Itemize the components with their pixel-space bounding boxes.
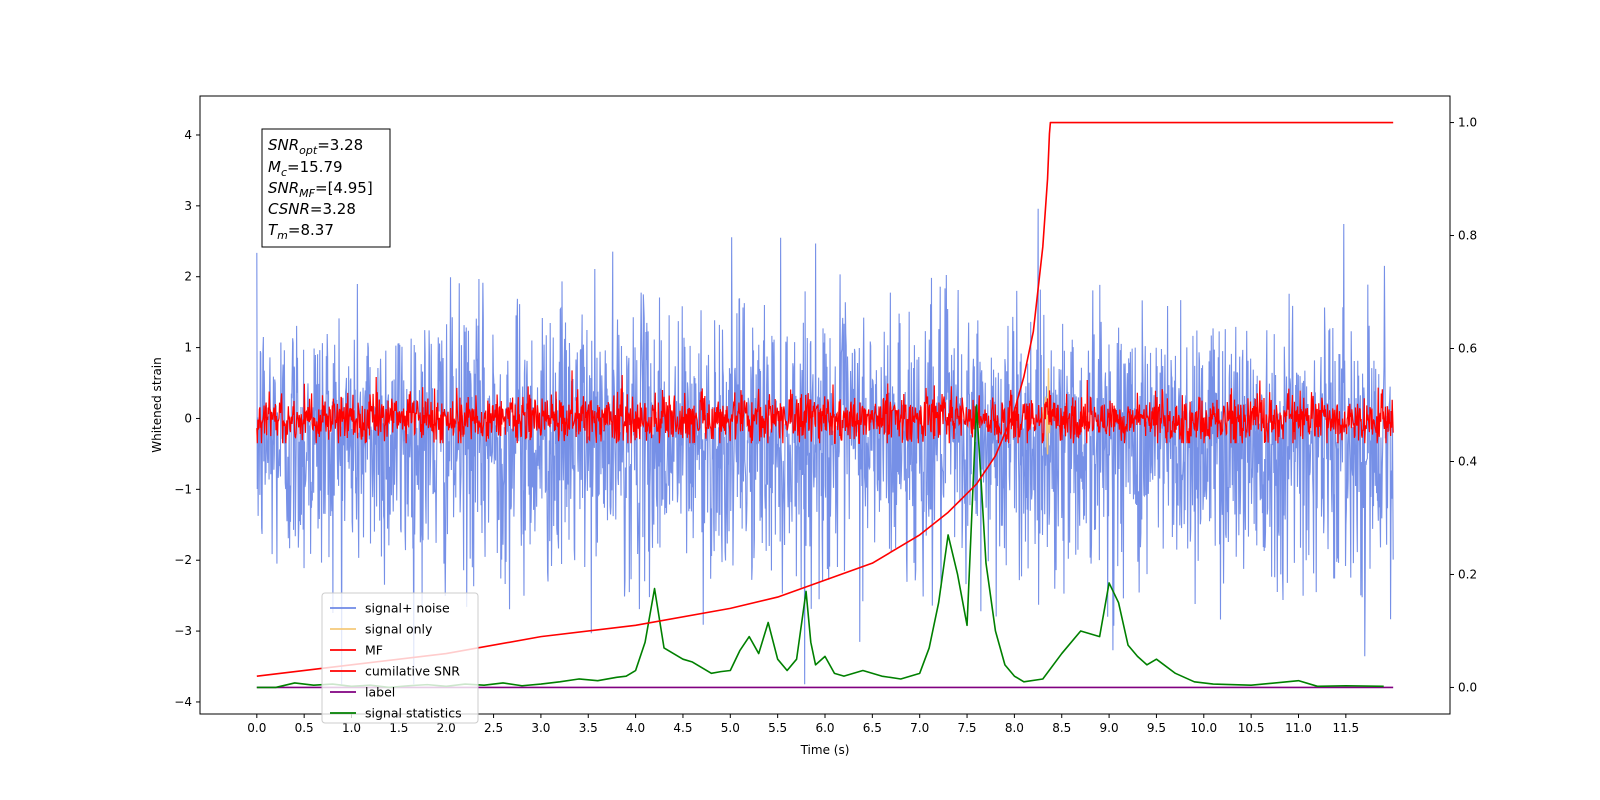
- legend-label-signal-only: signal only: [365, 622, 433, 637]
- x-tick-label: 11.0: [1285, 721, 1312, 735]
- y2-tick-label: 0.8: [1458, 229, 1477, 243]
- annotation-snr-opt: SNRopt=3.28: [268, 136, 363, 157]
- x-tick-label: 10.5: [1238, 721, 1265, 735]
- x-tick-label: 6.0: [815, 721, 834, 735]
- annotation-snr-mf-sub: MF: [299, 187, 315, 200]
- annotation-tm: Tm=8.37: [268, 221, 334, 242]
- x-tick-label: 8.5: [1052, 721, 1071, 735]
- x-tick-label: 1.5: [389, 721, 408, 735]
- y-tick-label: −2: [174, 553, 192, 567]
- y-tick-label: −1: [174, 482, 192, 496]
- y2-tick-label: 1.0: [1458, 116, 1477, 130]
- annotation-snr-opt-value: =3.28: [317, 136, 363, 154]
- annotation-tm-base: T: [268, 221, 279, 239]
- annotation-mc-base: M: [268, 158, 281, 176]
- y-tick-label: −3: [174, 624, 192, 638]
- legend-frame: [321, 592, 479, 724]
- legend-label-mf: MF: [365, 643, 383, 658]
- y-axis: −4 −3 −2 −1 0 1 2 3 4: [174, 128, 200, 709]
- y-tick-label: 3: [184, 199, 192, 213]
- x-tick-label: 3.5: [579, 721, 598, 735]
- x-tick-label: 7.5: [957, 721, 976, 735]
- x-tick-label: 0.5: [295, 721, 314, 735]
- annotation-frame: [261, 128, 391, 248]
- y-tick-label: −4: [174, 695, 192, 709]
- x-tick-label: 2.5: [484, 721, 503, 735]
- x-tick-label: 9.5: [1147, 721, 1166, 735]
- x-tick-label: 5.5: [768, 721, 787, 735]
- annotation-csnr: CSNR=3.28: [268, 200, 356, 218]
- x-tick-label: 10.0: [1190, 721, 1217, 735]
- y-axis-label: Whitened strain: [150, 357, 164, 453]
- annotation-snr-opt-base: SNR: [268, 136, 299, 154]
- y-tick-label: 4: [184, 128, 192, 142]
- legend: signal+ noise signal only MF cumilative SNR…: [321, 592, 479, 724]
- x-axis-label: Time (s): [800, 743, 850, 757]
- x-tick-label: 3.0: [531, 721, 550, 735]
- series-cumilative-snr-line: [256, 121, 1394, 677]
- x-tick-label: 2.0: [437, 721, 456, 735]
- y-tick-label: 2: [184, 270, 192, 284]
- y-tick-label: 0: [184, 411, 192, 425]
- annotation-snr-mf: SNRMF=[4.95]: [268, 179, 373, 200]
- x-tick-label: 4.0: [626, 721, 645, 735]
- series-signal-statistics-line: [256, 404, 1384, 689]
- x-tick-label: 9.0: [1100, 721, 1119, 735]
- x-tick-label: 7.0: [910, 721, 929, 735]
- x-tick-label: 8.0: [1005, 721, 1024, 735]
- annotation-mc-value: =15.79: [287, 158, 343, 176]
- legend-label-signal-statistics: signal statistics: [365, 706, 462, 721]
- y2-tick-label: 0.4: [1458, 454, 1477, 468]
- y-tick-label: 1: [184, 341, 192, 355]
- annotation-box: SNRopt=3.28 Mc=15.79 SNRMF=[4.95] CSNR=3…: [261, 128, 391, 248]
- annotation-tm-sub: m: [277, 229, 288, 242]
- y2-tick-label: 0.2: [1458, 567, 1477, 581]
- annotation-csnr-value: =3.28: [310, 200, 356, 218]
- legend-label-cumilative-snr: cumilative SNR: [365, 664, 460, 679]
- x-tick-label: 6.5: [863, 721, 882, 735]
- y2-axis: 0.0 0.2 0.4 0.6 0.8 1.0: [1450, 116, 1477, 694]
- annotation-snr-opt-sub: opt: [299, 144, 318, 157]
- series-mf-line: [256, 370, 1394, 444]
- x-tick-label: 1.0: [342, 721, 361, 735]
- annotation-csnr-base: CSNR: [268, 200, 310, 218]
- x-tick-label: 0.0: [247, 721, 266, 735]
- annotation-snr-mf-value: =[4.95]: [315, 179, 373, 197]
- annotation-mc: Mc=15.79: [268, 158, 343, 179]
- y2-tick-label: 0.6: [1458, 342, 1477, 356]
- annotation-snr-mf-base: SNR: [268, 179, 299, 197]
- x-tick-label: 5.0: [721, 721, 740, 735]
- x-tick-label: 4.5: [673, 721, 692, 735]
- annotation-tm-value: =8.37: [288, 221, 334, 239]
- annotation-mc-sub: c: [281, 166, 287, 179]
- legend-label-signal-noise: signal+ noise: [365, 601, 450, 616]
- legend-label-label: label: [365, 685, 395, 700]
- y2-tick-label: 0.0: [1458, 680, 1477, 694]
- x-axis: 0.0 0.5 1.0 1.5 2.0 2.5 3.0 3.5 4.0 4.5 5.0 5.5 6.0 6…: [247, 714, 1359, 735]
- x-tick-label: 11.5: [1332, 721, 1359, 735]
